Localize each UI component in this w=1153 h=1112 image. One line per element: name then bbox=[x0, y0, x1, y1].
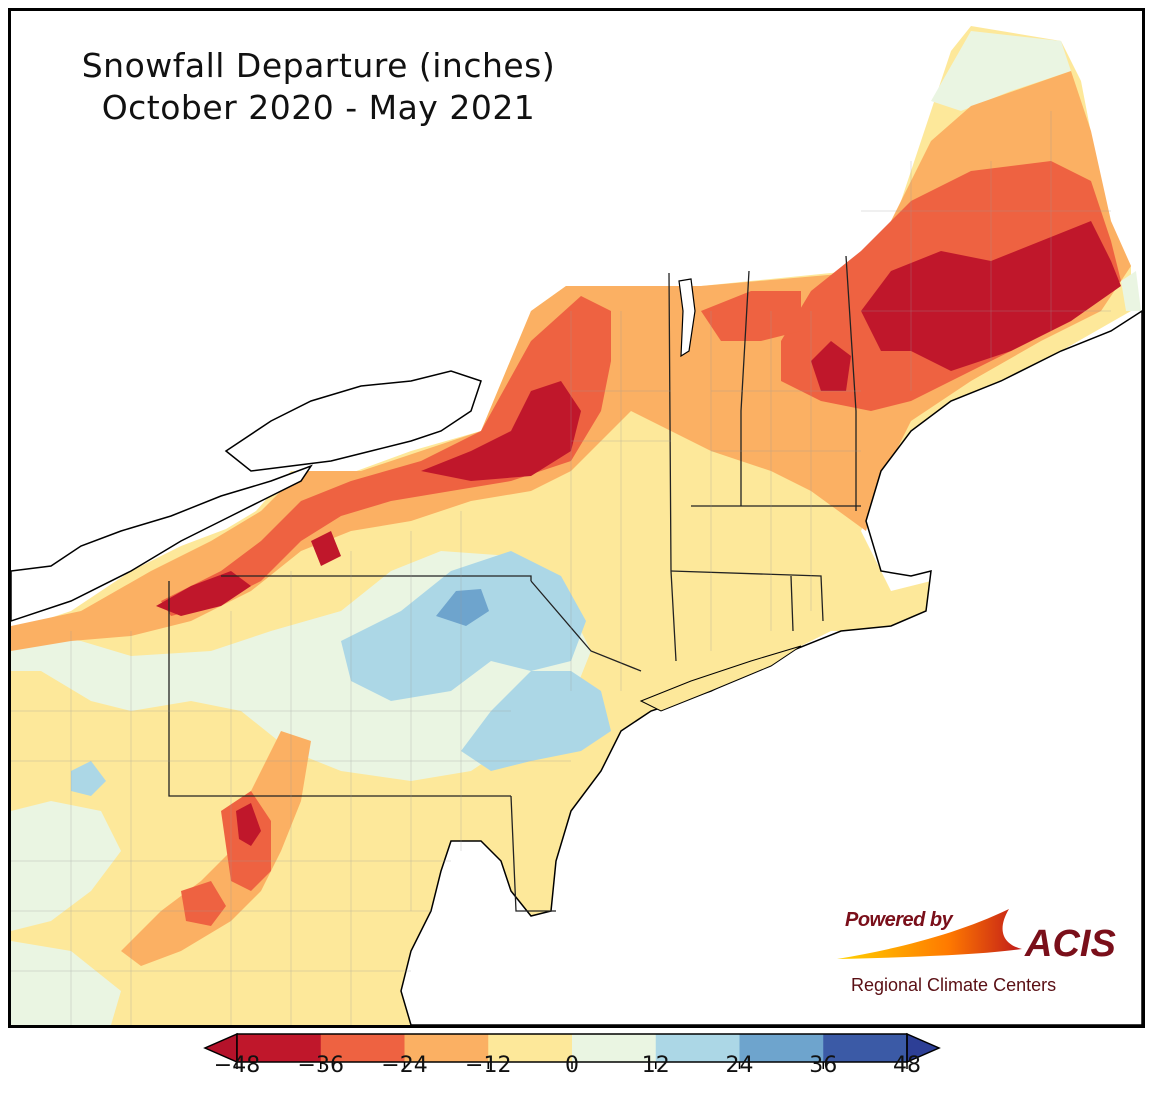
colorbar-swatch bbox=[404, 1034, 489, 1062]
regional-climate-centers-text: Regional Climate Centers bbox=[851, 975, 1057, 995]
zone-minus36-erie bbox=[156, 571, 251, 616]
zone-plus12-sw bbox=[71, 761, 106, 796]
colorbar-swatch bbox=[823, 1034, 908, 1062]
colorbar-swatch bbox=[572, 1034, 657, 1062]
zone-neutral-sw2 bbox=[11, 941, 121, 1025]
lake-ontario bbox=[224, 370, 482, 472]
state-borders bbox=[168, 255, 861, 912]
acis-logo: Powered by ACIS Regional Climate Centers bbox=[837, 909, 1127, 1009]
map-frame: Snowfall Departure (inches) October 2020… bbox=[8, 8, 1145, 1028]
colorbar-swatch bbox=[237, 1034, 322, 1062]
map-title: Snowfall Departure (inches) October 2020… bbox=[41, 45, 596, 129]
county-grid bbox=[11, 111, 1111, 1025]
title-line-2: October 2020 - May 2021 bbox=[101, 88, 536, 127]
powered-by-text: Powered by bbox=[845, 909, 953, 931]
colorbar-tick-label: 12 bbox=[641, 1053, 670, 1078]
colorbar-tick-label: 48 bbox=[893, 1053, 921, 1078]
zone-neutral-sw bbox=[11, 801, 121, 931]
colorbar-tick-label: −24 bbox=[381, 1053, 428, 1078]
zone-minus24-vt bbox=[701, 291, 801, 341]
snowfall-map bbox=[11, 26, 1142, 1025]
colorbar-tick-label: −12 bbox=[465, 1053, 512, 1078]
colorbar-swatch bbox=[488, 1034, 573, 1062]
zone-minus36-nh bbox=[811, 341, 851, 391]
zone-minus36-oswego bbox=[311, 531, 341, 566]
zone-minus24-wv2 bbox=[181, 881, 226, 926]
colorbar-tick-label: 24 bbox=[725, 1053, 754, 1078]
title-line-1: Snowfall Departure (inches) bbox=[81, 46, 556, 85]
zone-minus12-wv bbox=[121, 731, 311, 966]
atlantic-ocean bbox=[400, 310, 1142, 1025]
lake-champlain bbox=[678, 278, 696, 358]
zone-plus12-pa bbox=[341, 551, 586, 701]
colorbar-swatch bbox=[320, 1034, 405, 1062]
colorbar-swatch bbox=[655, 1034, 740, 1062]
colorbar-tick-label: 36 bbox=[809, 1053, 838, 1078]
zone-minus36-ny bbox=[421, 381, 581, 481]
colorbar-tick-label: −48 bbox=[213, 1053, 261, 1078]
lake-erie bbox=[11, 464, 313, 622]
acis-text: ACIS bbox=[1025, 923, 1116, 965]
colorbar-swatch bbox=[739, 1034, 824, 1062]
zone-neutral-ne-tip bbox=[1121, 271, 1141, 311]
zone-minus36-wv bbox=[236, 803, 261, 846]
zone-plus12-nj bbox=[461, 671, 611, 771]
colorbar-tick-label: 0 bbox=[565, 1053, 579, 1078]
colorbar-tick-label: −36 bbox=[297, 1053, 344, 1078]
zone-minus24-ny bbox=[161, 296, 611, 616]
zone-plus24-pa bbox=[436, 589, 489, 626]
acis-swoosh-icon bbox=[837, 909, 1022, 959]
colorbar bbox=[203, 1032, 941, 1069]
zone-neutral-north-me bbox=[931, 31, 1071, 111]
long-island bbox=[639, 645, 802, 712]
